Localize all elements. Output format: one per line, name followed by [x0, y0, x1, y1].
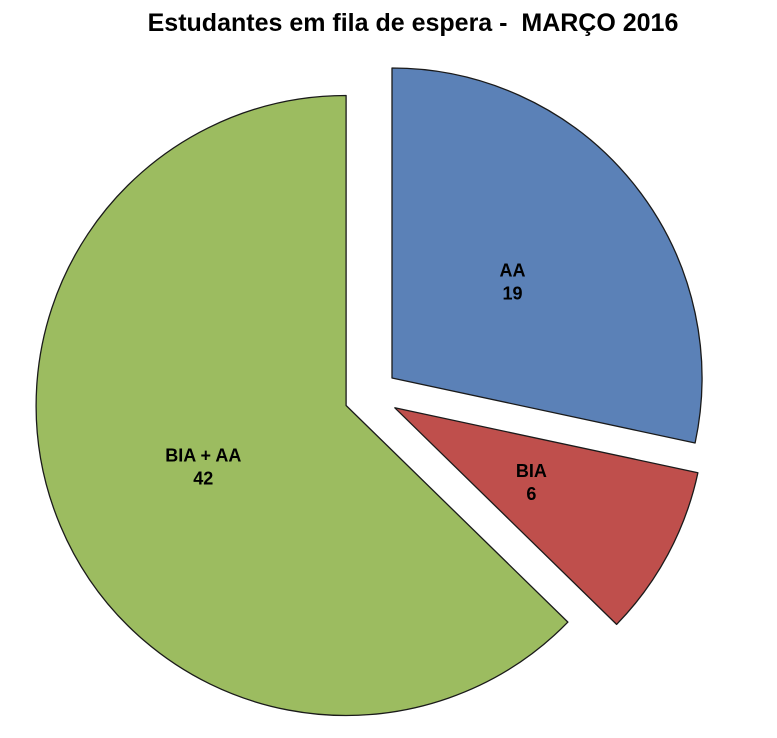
pie-label-value-aa: 19	[502, 284, 522, 304]
pie-label-bia-aa: BIA + AA 42	[165, 446, 241, 489]
pie-slice-bia	[394, 407, 699, 626]
pie-labels: AA 19 BIA 6 BIA + AA 42	[165, 261, 547, 504]
pie-label-value-bia-aa: 42	[193, 469, 213, 489]
pie-slices	[35, 67, 703, 717]
chart-title: Estudantes em fila de espera - MARÇO 201…	[147, 9, 679, 37]
pie-label-name-bia: BIA	[516, 461, 547, 481]
pie-label-name-bia-aa: BIA + AA	[165, 446, 241, 466]
pie-slice-aa	[391, 67, 703, 444]
pie-label-name-aa: AA	[500, 261, 526, 281]
pie-slice-bia-aa	[35, 94, 569, 717]
pie-label-value-bia: 6	[526, 484, 536, 504]
pie-label-bia: BIA 6	[516, 461, 547, 504]
pie-label-aa: AA 19	[500, 261, 526, 304]
